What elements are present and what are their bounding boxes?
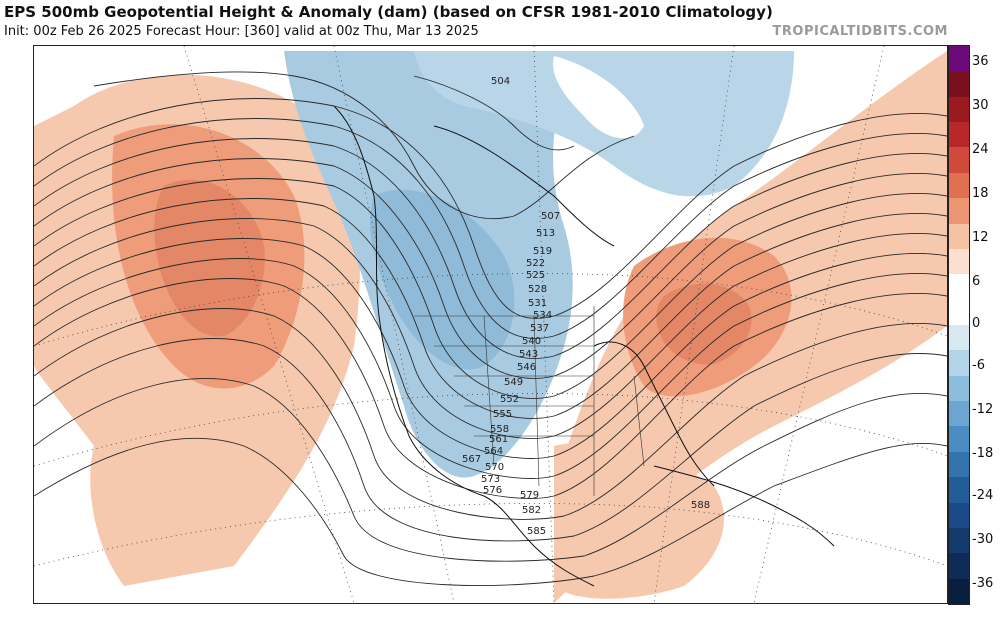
contour-label: 522 <box>526 258 545 269</box>
colorbar-segment <box>949 122 969 148</box>
colorbar-segment <box>949 274 969 301</box>
colorbar-segment <box>949 375 969 402</box>
colorbar-segment <box>949 325 969 351</box>
contour-label: 567 <box>462 454 481 465</box>
colorbar-segment <box>949 451 969 478</box>
state-borders <box>414 306 645 496</box>
colorbar-tick-label: 36 <box>972 54 989 69</box>
contour-label: 570 <box>485 462 504 473</box>
colorbar-segment <box>949 401 969 427</box>
colorbar-tick-label: 12 <box>972 230 989 245</box>
contour-label: 558 <box>490 424 509 435</box>
east-anomaly-center <box>656 283 752 365</box>
contour-label: 576 <box>483 485 502 496</box>
graticule <box>34 46 947 603</box>
contour-label: 504 <box>491 76 510 87</box>
colorbar-tick-label: -6 <box>972 358 985 373</box>
anomaly-colorbar <box>948 45 970 605</box>
colorbar-tick-label: -18 <box>972 446 994 461</box>
colorbar-tick-label: 18 <box>972 186 989 201</box>
contour-label: 561 <box>489 434 508 445</box>
contour-label: 549 <box>504 377 523 388</box>
colorbar-segment <box>949 426 969 453</box>
contour-label: 585 <box>527 526 546 537</box>
contour-label: 579 <box>520 490 539 501</box>
contour-label: 573 <box>481 474 500 485</box>
colorbar-segment <box>949 248 969 275</box>
colorbar-tick-label: -30 <box>972 532 994 547</box>
colorbar-segment <box>949 172 969 199</box>
colorbar-tick-label: -12 <box>972 402 994 417</box>
colorbar-segment <box>949 147 969 174</box>
contour-label: 564 <box>484 446 503 457</box>
colorbar-segment <box>949 350 969 377</box>
colorbar-segment <box>949 553 969 580</box>
colorbar-segment <box>949 502 969 529</box>
colorbar-segment <box>949 527 969 554</box>
brand-watermark[interactable]: TROPICALTIDBITS.COM <box>772 24 948 39</box>
contour-label: 543 <box>519 349 538 360</box>
colorbar-tick-label: 6 <box>972 274 981 289</box>
colorbar-tick-label: -24 <box>972 488 994 503</box>
greenland-white <box>553 56 644 139</box>
central-anomaly-core <box>370 189 515 370</box>
contour-label: 525 <box>526 270 545 281</box>
colorbar-tick-label: 24 <box>972 142 989 157</box>
map-title: EPS 500mb Geopotential Height & Anomaly … <box>4 3 773 21</box>
contour-label: 540 <box>522 336 541 347</box>
contour-label: 513 <box>536 228 555 239</box>
contour-label: 588 <box>691 500 710 511</box>
contour-label: 552 <box>500 394 519 405</box>
contour-label: 582 <box>522 505 541 516</box>
contour-label: 507 <box>541 211 560 222</box>
colorbar-segment <box>949 578 969 605</box>
contour-label: 528 <box>528 284 547 295</box>
height-contours <box>34 71 947 586</box>
map-subtitle: Init: 00z Feb 26 2025 Forecast Hour: [36… <box>4 24 479 39</box>
colorbar-segment <box>949 223 969 250</box>
map-panel: 504 507 513 519 522 525 528 531 534 537 … <box>33 45 948 604</box>
contour-label: 546 <box>517 362 536 373</box>
coastlines <box>333 105 835 587</box>
colorbar-segment <box>949 198 969 225</box>
colorbar-segment <box>949 299 969 326</box>
colorbar-tick-label: 30 <box>972 98 989 113</box>
colorbar-segment <box>949 477 969 504</box>
contour-label: 531 <box>528 298 547 309</box>
gulf-positive-anomaly <box>554 442 724 599</box>
contour-label: 555 <box>493 409 512 420</box>
colorbar-segment <box>949 71 969 98</box>
contour-label: 537 <box>530 323 549 334</box>
colorbar-tick-label: -36 <box>972 576 994 591</box>
contour-label-group: 504 507 513 519 522 525 528 531 534 537 … <box>462 76 710 537</box>
map-svg: 504 507 513 519 522 525 528 531 534 537 … <box>34 46 947 603</box>
contour-label: 534 <box>533 310 552 321</box>
colorbar-segment <box>949 96 969 123</box>
colorbar-segment <box>949 46 969 72</box>
colorbar-tick-label: 0 <box>972 316 981 331</box>
contour-label: 519 <box>533 246 552 257</box>
